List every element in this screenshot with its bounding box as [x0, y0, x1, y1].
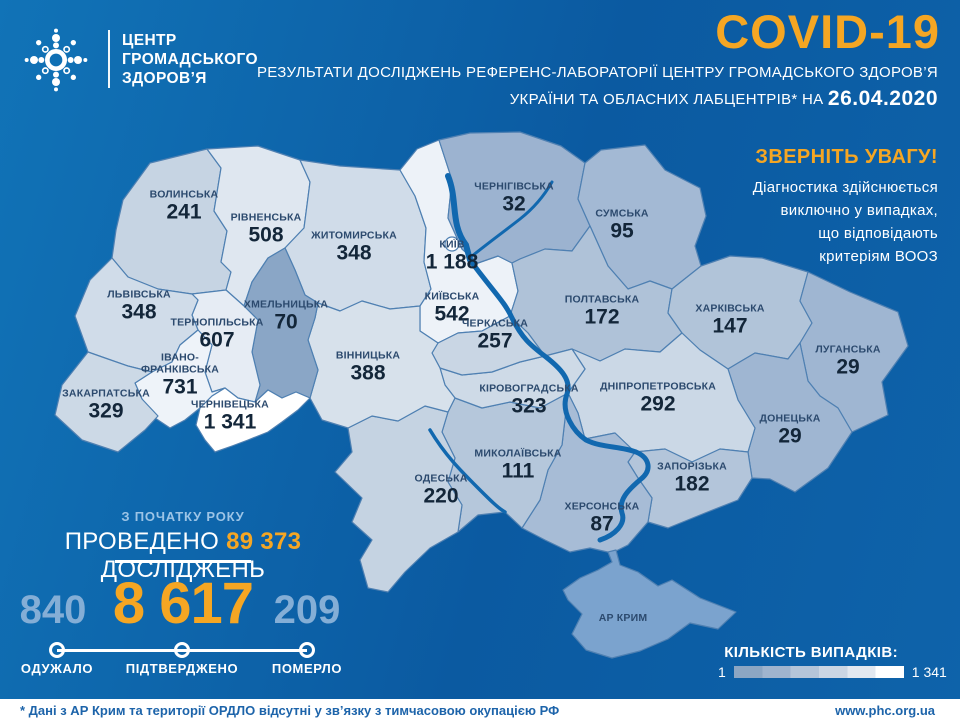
attention-line2: виключно у випадках,: [780, 202, 938, 219]
covid-title: COVID-19: [715, 5, 940, 58]
region-shape-volynska: [111, 148, 232, 295]
legend-bar: [733, 666, 904, 678]
attention-line1: Діагностика здійснюється: [752, 179, 938, 196]
recovered-value: 840: [19, 588, 87, 632]
tests-total: 89 373: [226, 528, 302, 555]
org-name: ЦЕНТР ГРОМАДСЬКОГО ЗДОРОВ’Я: [122, 31, 258, 88]
region-shape-zakarpatska: [54, 351, 159, 453]
desna-river: [470, 180, 554, 258]
period-label: З ПОЧАТКУ РОКУ: [121, 509, 245, 524]
legend-min: 1: [718, 664, 726, 680]
died-value: 209: [273, 588, 341, 632]
recovered-node-icon: [49, 642, 65, 658]
subtitle-line2-prefix: УКРАЇНИ ТА ОБЛАСНИХ ЛАБЦЕНТРІВ* НА: [509, 91, 828, 108]
kyiv-city-dot: [444, 236, 460, 252]
attention-line4: критеріям ВООЗ: [819, 248, 938, 265]
dnieper-river: [467, 257, 651, 543]
pivdennyi-buh-river: [428, 428, 507, 514]
org-name-line1: ЦЕНТР: [122, 32, 177, 49]
tests-prefix: ПРОВЕДЕНО: [64, 528, 227, 555]
region-shape-ivano-frankivska: [134, 329, 226, 429]
org-name-line3: ЗДОРОВ’Я: [122, 70, 207, 87]
region-shape-chernivetska: [195, 387, 311, 453]
legend-max: 1 341: [911, 664, 947, 680]
attention-title: ЗВЕРНІТЬ УВАГУ!: [755, 146, 938, 168]
recovered-label: ОДУЖАЛО: [20, 661, 94, 676]
legend-title: КІЛЬКІСТЬ ВИПАДКІВ:: [724, 644, 898, 661]
dnieper-river-north: [445, 173, 473, 263]
confirmed-label: ПІДТВЕРДЖЕНО: [125, 661, 239, 676]
phc-burst-logo-icon: [24, 28, 88, 92]
attention-block: ЗВЕРНІТЬ УВАГУ! Діагностика здійснюється…: [753, 146, 938, 268]
org-name-line2: ГРОМАДСЬКОГО: [122, 51, 258, 68]
attention-line3: що відповідають: [818, 225, 938, 242]
footer-note: * Дані з АР Крим та території ОРДЛО відс…: [20, 702, 560, 718]
region-shape-ar-krym: [562, 549, 737, 659]
died-label: ПОМЕРЛО: [271, 661, 343, 676]
phc-url: www.phc.org.ua: [835, 702, 935, 718]
died-node-icon: [299, 642, 315, 658]
subtitle-line2: УКРАЇНИ ТА ОБЛАСНИХ ЛАБЦЕНТРІВ* НА 26.04…: [257, 86, 938, 113]
footer: * Дані з АР Крим та території ОРДЛО відс…: [0, 699, 960, 721]
report-date: 26.04.2020: [827, 87, 938, 110]
legend: 1 1 341: [718, 664, 947, 680]
logo-separator: [108, 30, 110, 88]
confirmed-value: 8 617: [112, 571, 254, 636]
region-shape-donetska: [727, 342, 853, 493]
summary-divider: [115, 560, 251, 563]
confirmed-node-icon: [174, 642, 190, 658]
header-subtitle: РЕЗУЛЬТАТИ ДОСЛІДЖЕНЬ РЕФЕРЕНС-ЛАБОРАТОР…: [257, 60, 938, 113]
subtitle-line1: РЕЗУЛЬТАТИ ДОСЛІДЖЕНЬ РЕФЕРЕНС-ЛАБОРАТОР…: [256, 64, 938, 81]
